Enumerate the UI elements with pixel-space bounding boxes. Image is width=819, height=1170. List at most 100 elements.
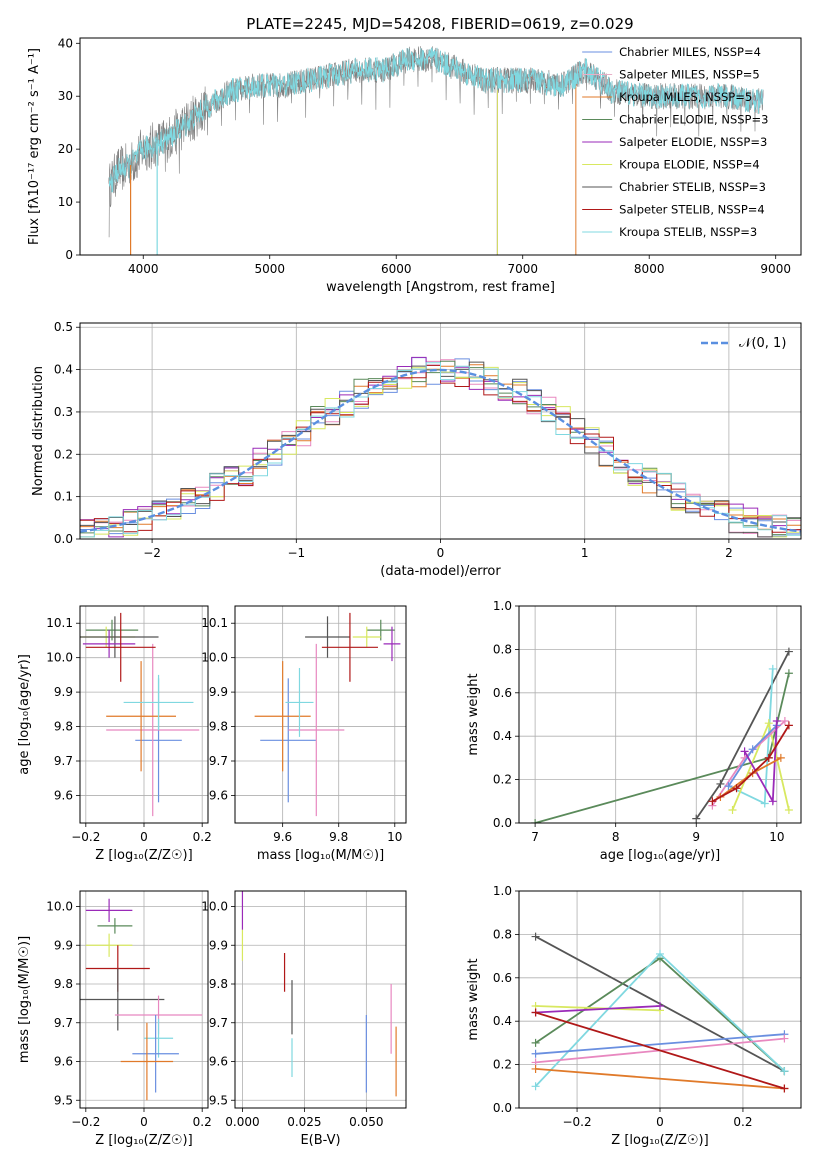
weight-marker-sstelib: [531, 1008, 540, 1017]
weight-marker-kelodie: [728, 805, 737, 814]
legend-label-sstelib: Salpeter STELIB, NSSP=4: [619, 203, 765, 217]
y-axis-label: mass [log₁₀(M/M☉)]: [17, 936, 32, 1063]
y-axis-label: Flux [fλ10⁻¹⁷ erg cm⁻² s⁻¹ A⁻¹]: [27, 48, 42, 245]
y-tick-label: 10.1: [46, 616, 73, 630]
y-tick-label: 0.8: [493, 927, 512, 941]
y-tick-label: 0.1: [54, 490, 73, 504]
weight-marker-kstelib: [531, 1082, 540, 1091]
x-tick-label: 1: [581, 546, 589, 560]
figure-title: PLATE=2245, MJD=54208, FIBERID=0619, z=0…: [246, 15, 633, 33]
axes-frame: [79, 890, 209, 1109]
weight-marker-selodie: [740, 747, 749, 756]
y-tick-label: 0.0: [493, 1101, 512, 1115]
x-axis-label: E(B-V): [300, 1133, 340, 1148]
weight-line-sstelib: [535, 1011, 785, 1090]
x-tick-label: 0.2: [733, 1115, 752, 1129]
weight-marker-cstelib: [692, 814, 701, 823]
weight-marker-kelodie: [764, 719, 773, 728]
axes-weight-vs-age: 7 8 9 10 0.0 0.2 0.4 0.6 0.8 1.0 age [log₁₀(age/yr…: [466, 599, 802, 863]
y-tick-label: 0.6: [493, 971, 512, 985]
axes-frame: [234, 890, 407, 1109]
x-tick-label: 10: [387, 830, 402, 844]
weight-marker-cstelib: [784, 647, 793, 656]
weight-marker-cmiles: [531, 1049, 540, 1058]
y-axis-label: mass weight: [466, 673, 481, 755]
weight-marker-sstelib: [784, 721, 793, 730]
weight-marker-selodie: [772, 717, 781, 726]
axes-frame: [79, 37, 802, 256]
y-tick-label: 9.8: [209, 720, 228, 734]
y-tick-label: 9.9: [54, 938, 73, 952]
y-tick-label: 9.5: [209, 1093, 228, 1107]
x-tick-label: −0.2: [71, 830, 100, 844]
axes-mass-vs-Z: −0.2 0 0.2 9.5 9.6 9.7 9.8 9.9 10.0 Z [log₁₀(Z/Z☉…: [17, 890, 212, 1148]
y-tick-label: 0.6: [493, 686, 512, 700]
y-tick-label: 9.6: [209, 788, 228, 802]
plot-area-weight-vs-age: [531, 647, 793, 823]
x-tick-label: 0: [437, 546, 445, 560]
x-tick-label: −1: [287, 546, 305, 560]
x-axis-label: wavelength [Angstrom, rest frame]: [326, 280, 555, 295]
y-tick-label: 40: [58, 36, 73, 50]
weight-marker-pink: [780, 1034, 789, 1043]
weight-marker-sstelib: [708, 797, 717, 806]
residual-hist-pink: [80, 359, 801, 538]
axes-age-vs-mass: 9.6 9.8 10 9.6 9.7 9.8 9.9 10.0 10.1 mass [log₁₀(…: [201, 605, 407, 863]
x-tick-label: 0.2: [193, 830, 212, 844]
x-tick-label: 9.6: [273, 830, 292, 844]
x-tick-label: 8000: [634, 262, 665, 276]
weight-line-celodie: [534, 673, 790, 823]
y-tick-label: 9.8: [54, 977, 73, 991]
y-tick-label: 10.1: [201, 616, 228, 630]
x-tick-label: 0: [140, 830, 148, 844]
y-tick-label: 30: [58, 89, 73, 103]
y-tick-label: 9.9: [54, 685, 73, 699]
plots-group: 4000 5000 6000 7000 8000 9000010203040wavelen…: [17, 36, 802, 1148]
x-tick-label: 2: [725, 546, 733, 560]
legend-label-cstelib: Chabrier STELIB, NSSP=3: [619, 180, 766, 194]
weight-line-sstelib: [711, 724, 790, 803]
x-axis-label: age [log₁₀(age/yr)]: [600, 848, 721, 863]
y-tick-label: 1.0: [493, 884, 512, 898]
x-tick-label: −0.2: [71, 1115, 100, 1129]
x-tick-label: 5000: [254, 262, 285, 276]
plot-area-age-vs-Z: [80, 612, 200, 817]
x-tick-label: 7000: [507, 262, 538, 276]
x-axis-label: Z [log₁₀(Z/Z☉)]: [95, 848, 192, 863]
x-tick-label: 9.8: [329, 830, 348, 844]
y-tick-label: 10.0: [46, 900, 73, 914]
normal-curve: [80, 368, 801, 533]
legend-label-cmiles: Chabrier MILES, NSSP=4: [619, 45, 761, 59]
x-tick-label: −2: [143, 546, 161, 560]
y-tick-label: 9.7: [54, 1016, 73, 1030]
y-tick-label: 0.3: [54, 405, 73, 419]
x-tick-label: 8: [612, 830, 620, 844]
legend-label-selodie: Salpeter ELODIE, NSSP=3: [619, 135, 767, 149]
x-tick-label: 7: [531, 830, 539, 844]
weight-marker-celodie: [784, 669, 793, 678]
y-tick-label: 0.0: [493, 816, 512, 830]
y-tick-label: 9.8: [54, 720, 73, 734]
axes-frame: [518, 605, 802, 824]
y-tick-label: 0.2: [54, 447, 73, 461]
plot-area-mass-vs-Z: [80, 898, 203, 1101]
x-axis-label: (data-model)/error: [380, 564, 501, 579]
y-tick-label: 0.5: [54, 320, 73, 334]
weight-marker-celodie: [531, 1038, 540, 1047]
weight-marker-celodie: [531, 819, 540, 823]
axes-residuals: −2 −1 0 1 2 0.0 0.1 0.2 0.3 0.4 0.5 (data-model)/er…: [31, 320, 802, 579]
x-tick-label: 0: [140, 1115, 148, 1129]
weight-marker-cstelib: [531, 932, 540, 941]
axes-spectrum: 4000 5000 6000 7000 8000 9000 0 10 20 30 40 wavelen…: [27, 36, 802, 295]
y-tick-label: 9.6: [54, 1055, 73, 1069]
x-tick-label: 10: [769, 830, 784, 844]
axes-frame: [234, 605, 407, 824]
axes-frame: [79, 605, 209, 824]
weight-line-kmiles: [535, 1068, 785, 1090]
weight-marker-selodie: [656, 1002, 664, 1011]
y-tick-label: 0.4: [493, 1014, 512, 1028]
y-tick-label: 1.0: [493, 599, 512, 613]
weight-marker-sstelib: [780, 1084, 789, 1093]
y-tick-label: 10.0: [201, 900, 228, 914]
